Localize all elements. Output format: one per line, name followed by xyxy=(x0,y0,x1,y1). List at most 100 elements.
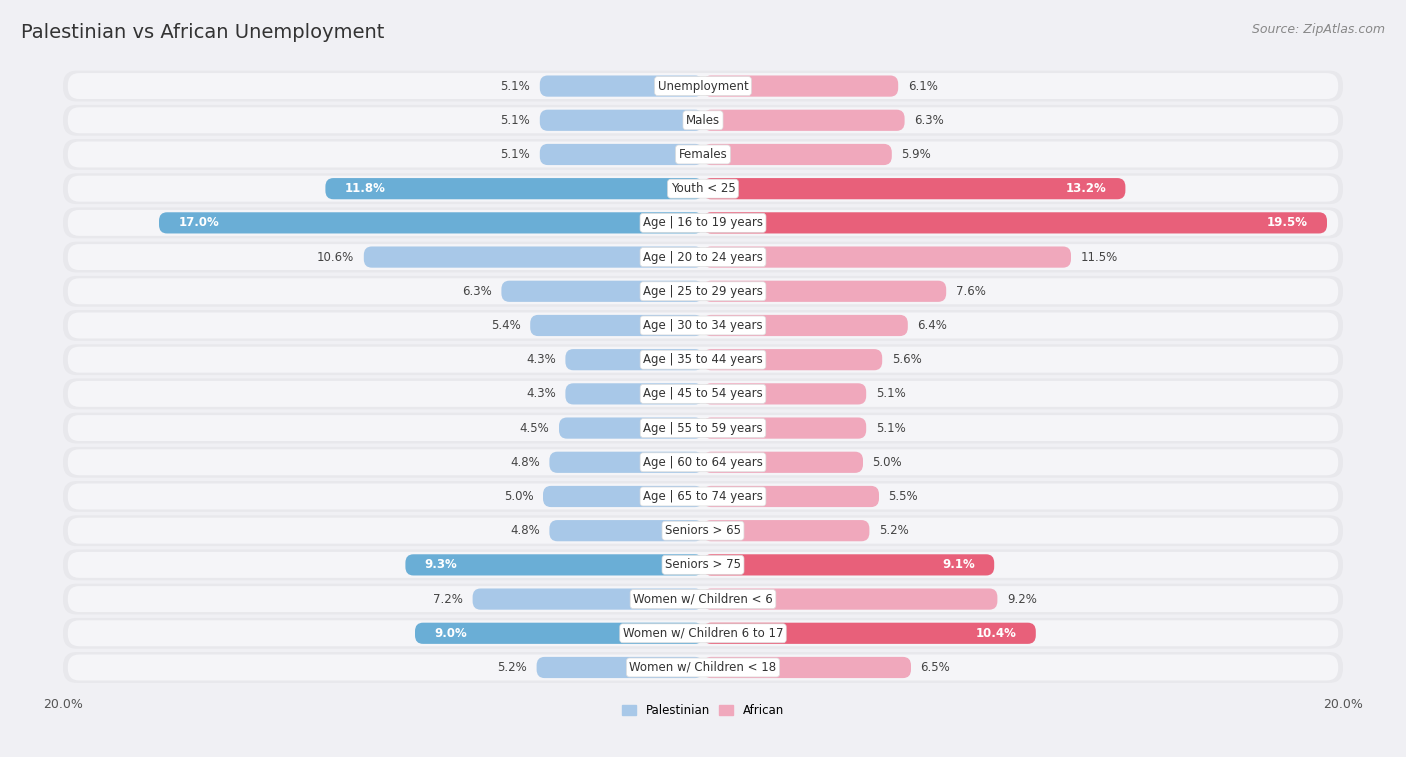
Text: 13.2%: 13.2% xyxy=(1066,182,1107,195)
Text: 5.2%: 5.2% xyxy=(879,524,908,537)
FancyBboxPatch shape xyxy=(67,484,1339,509)
Text: 5.4%: 5.4% xyxy=(491,319,520,332)
FancyBboxPatch shape xyxy=(67,142,1339,167)
Text: 10.4%: 10.4% xyxy=(976,627,1017,640)
FancyBboxPatch shape xyxy=(472,588,703,609)
FancyBboxPatch shape xyxy=(63,413,1343,444)
FancyBboxPatch shape xyxy=(63,207,1343,238)
Text: 4.5%: 4.5% xyxy=(520,422,550,435)
Text: 5.0%: 5.0% xyxy=(503,490,533,503)
FancyBboxPatch shape xyxy=(502,281,703,302)
Text: Age | 16 to 19 years: Age | 16 to 19 years xyxy=(643,217,763,229)
Text: Seniors > 65: Seniors > 65 xyxy=(665,524,741,537)
Text: 9.0%: 9.0% xyxy=(434,627,467,640)
FancyBboxPatch shape xyxy=(703,110,904,131)
FancyBboxPatch shape xyxy=(63,516,1343,546)
Text: Age | 55 to 59 years: Age | 55 to 59 years xyxy=(643,422,763,435)
Text: Age | 30 to 34 years: Age | 30 to 34 years xyxy=(643,319,763,332)
Text: 11.8%: 11.8% xyxy=(344,182,385,195)
Text: Women w/ Children < 18: Women w/ Children < 18 xyxy=(630,661,776,674)
FancyBboxPatch shape xyxy=(537,657,703,678)
FancyBboxPatch shape xyxy=(703,657,911,678)
Text: 4.8%: 4.8% xyxy=(510,456,540,469)
FancyBboxPatch shape xyxy=(67,244,1339,270)
Text: 5.5%: 5.5% xyxy=(889,490,918,503)
FancyBboxPatch shape xyxy=(67,552,1339,578)
Text: 5.9%: 5.9% xyxy=(901,148,931,161)
FancyBboxPatch shape xyxy=(703,554,994,575)
FancyBboxPatch shape xyxy=(67,620,1339,646)
FancyBboxPatch shape xyxy=(550,452,703,473)
Text: 9.2%: 9.2% xyxy=(1007,593,1036,606)
FancyBboxPatch shape xyxy=(703,520,869,541)
Text: Age | 35 to 44 years: Age | 35 to 44 years xyxy=(643,354,763,366)
FancyBboxPatch shape xyxy=(67,415,1339,441)
Text: 5.2%: 5.2% xyxy=(498,661,527,674)
Text: 4.3%: 4.3% xyxy=(526,388,555,400)
Text: 9.1%: 9.1% xyxy=(942,559,974,572)
FancyBboxPatch shape xyxy=(703,247,1071,268)
Text: Youth < 25: Youth < 25 xyxy=(671,182,735,195)
Text: Women w/ Children 6 to 17: Women w/ Children 6 to 17 xyxy=(623,627,783,640)
Text: Males: Males xyxy=(686,114,720,126)
FancyBboxPatch shape xyxy=(703,383,866,404)
FancyBboxPatch shape xyxy=(63,70,1343,101)
FancyBboxPatch shape xyxy=(67,450,1339,475)
FancyBboxPatch shape xyxy=(63,481,1343,512)
Text: 11.5%: 11.5% xyxy=(1081,251,1118,263)
FancyBboxPatch shape xyxy=(703,623,1036,644)
FancyBboxPatch shape xyxy=(405,554,703,575)
FancyBboxPatch shape xyxy=(67,655,1339,681)
Text: 9.3%: 9.3% xyxy=(425,559,457,572)
Text: 5.1%: 5.1% xyxy=(876,388,905,400)
FancyBboxPatch shape xyxy=(67,518,1339,544)
Text: Seniors > 75: Seniors > 75 xyxy=(665,559,741,572)
FancyBboxPatch shape xyxy=(565,349,703,370)
FancyBboxPatch shape xyxy=(63,173,1343,204)
FancyBboxPatch shape xyxy=(67,73,1339,99)
Text: 10.6%: 10.6% xyxy=(316,251,354,263)
Text: Unemployment: Unemployment xyxy=(658,79,748,92)
Text: 5.1%: 5.1% xyxy=(501,79,530,92)
FancyBboxPatch shape xyxy=(67,586,1339,612)
FancyBboxPatch shape xyxy=(703,486,879,507)
FancyBboxPatch shape xyxy=(703,76,898,97)
FancyBboxPatch shape xyxy=(703,452,863,473)
FancyBboxPatch shape xyxy=(703,144,891,165)
Legend: Palestinian, African: Palestinian, African xyxy=(617,699,789,722)
FancyBboxPatch shape xyxy=(63,276,1343,307)
Text: Palestinian vs African Unemployment: Palestinian vs African Unemployment xyxy=(21,23,384,42)
Text: 4.3%: 4.3% xyxy=(526,354,555,366)
FancyBboxPatch shape xyxy=(63,378,1343,410)
FancyBboxPatch shape xyxy=(703,588,997,609)
FancyBboxPatch shape xyxy=(67,279,1339,304)
FancyBboxPatch shape xyxy=(540,76,703,97)
FancyBboxPatch shape xyxy=(63,584,1343,615)
Text: Age | 60 to 64 years: Age | 60 to 64 years xyxy=(643,456,763,469)
FancyBboxPatch shape xyxy=(540,110,703,131)
Text: 7.6%: 7.6% xyxy=(956,285,986,298)
Text: 6.1%: 6.1% xyxy=(908,79,938,92)
FancyBboxPatch shape xyxy=(543,486,703,507)
Text: 6.3%: 6.3% xyxy=(914,114,943,126)
Text: 4.8%: 4.8% xyxy=(510,524,540,537)
Text: Age | 25 to 29 years: Age | 25 to 29 years xyxy=(643,285,763,298)
Text: Age | 20 to 24 years: Age | 20 to 24 years xyxy=(643,251,763,263)
FancyBboxPatch shape xyxy=(63,105,1343,136)
Text: Source: ZipAtlas.com: Source: ZipAtlas.com xyxy=(1251,23,1385,36)
FancyBboxPatch shape xyxy=(560,417,703,438)
Text: 6.5%: 6.5% xyxy=(921,661,950,674)
Text: Age | 45 to 54 years: Age | 45 to 54 years xyxy=(643,388,763,400)
FancyBboxPatch shape xyxy=(415,623,703,644)
FancyBboxPatch shape xyxy=(67,313,1339,338)
FancyBboxPatch shape xyxy=(530,315,703,336)
FancyBboxPatch shape xyxy=(703,212,1327,233)
FancyBboxPatch shape xyxy=(63,241,1343,273)
FancyBboxPatch shape xyxy=(67,176,1339,201)
FancyBboxPatch shape xyxy=(63,550,1343,581)
FancyBboxPatch shape xyxy=(67,107,1339,133)
FancyBboxPatch shape xyxy=(364,247,703,268)
FancyBboxPatch shape xyxy=(67,381,1339,407)
Text: 7.2%: 7.2% xyxy=(433,593,463,606)
FancyBboxPatch shape xyxy=(63,344,1343,375)
